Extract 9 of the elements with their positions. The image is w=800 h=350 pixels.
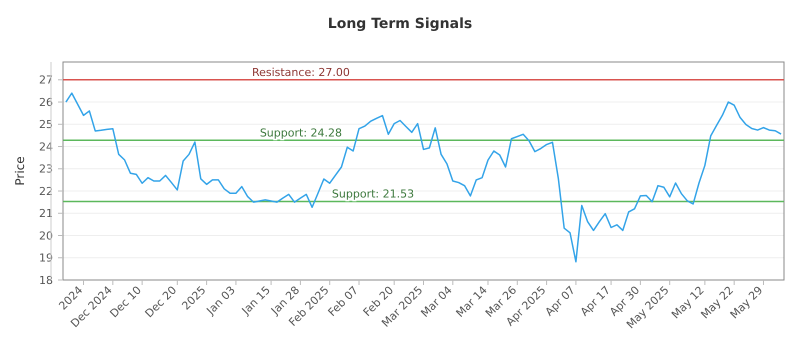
x-tick-label: Jan 03 [204, 284, 238, 318]
ref-line-label: Resistance: 27.00 [252, 66, 350, 79]
ref-line-label: Support: 24.28 [260, 126, 342, 140]
y-tick-label: 21 [39, 207, 53, 220]
ref-line-label: Support: 21.53 [332, 187, 414, 200]
chart-title: Long Term Signals [328, 16, 472, 32]
x-tick-label: Dec 20 [142, 284, 180, 320]
y-axis-title: Price [13, 156, 27, 186]
line-series [65, 92, 782, 263]
